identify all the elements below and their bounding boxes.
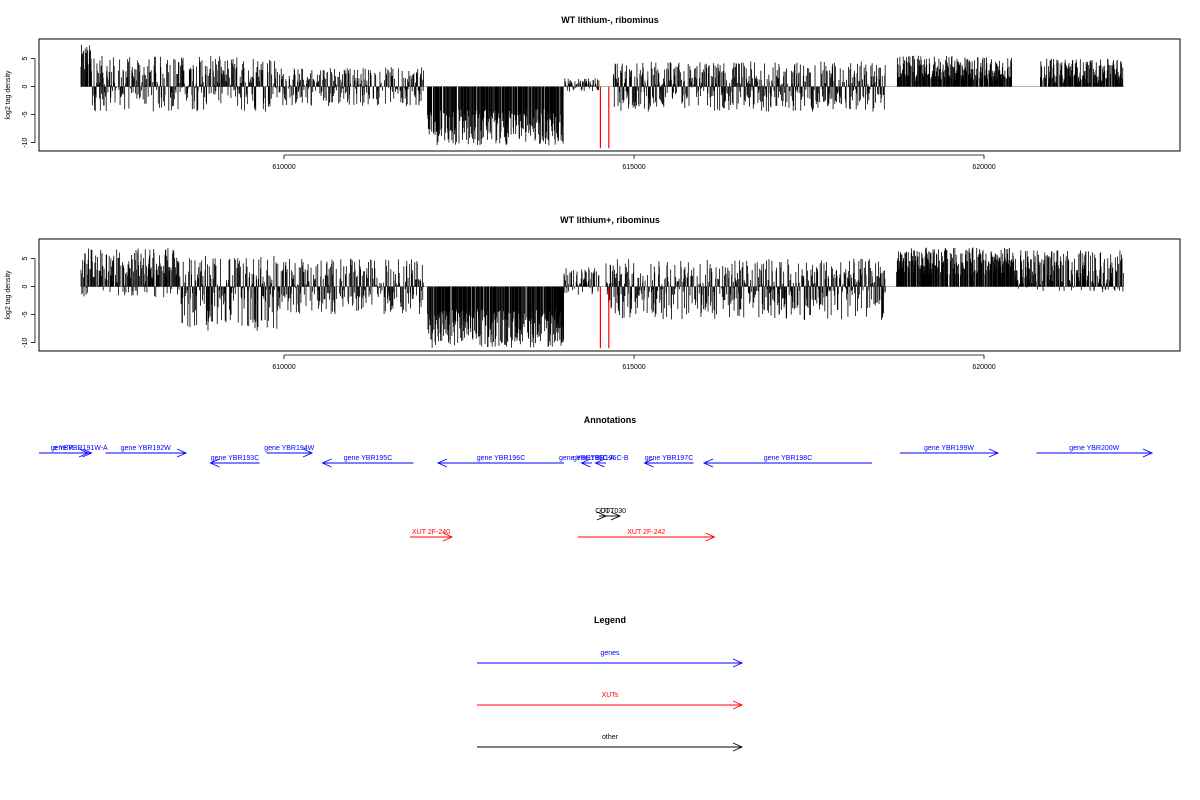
x-tick-label: 620000 [972, 364, 995, 371]
x-tick-label: 610000 [272, 364, 295, 371]
xut-arrow: XUT 2F-240 [410, 529, 454, 542]
xut-arrows: XUT 2F-240 XUT 2F-242 [410, 529, 716, 542]
gene-arrow: gene YBR192W [105, 445, 188, 458]
marker-group [599, 86, 610, 149]
track-panel-lithium-plus: WT lithium+, ribominus log2 tag density … [5, 215, 1181, 371]
arrow-head [176, 448, 188, 458]
arrow-head [302, 448, 314, 458]
legend-item-other: other [477, 734, 744, 752]
gene-arrow: gene YBR196C-B [573, 455, 629, 468]
legend-label: genes [600, 650, 620, 657]
arrow-head [610, 511, 622, 521]
arrow-head [705, 532, 716, 542]
marker-group [599, 286, 610, 349]
legend-item-xuts: XUTs [477, 692, 744, 710]
annotation-label: XUT 2F-240 [412, 529, 450, 536]
xut-arrow: XUT 2F-242 [578, 529, 716, 542]
y-tick-label: -10 [22, 337, 29, 347]
annotation-label: gene YBR197C [645, 455, 694, 462]
arrow-head [988, 448, 1000, 458]
legend: Legend genes XUTs other [477, 615, 744, 752]
annotation-label: gene YBR196C [477, 455, 526, 462]
bar-group [80, 247, 1124, 348]
gene-arrow: gene YBR200W [1036, 445, 1154, 458]
legend-title: Legend [594, 615, 626, 625]
arrow-head [82, 448, 93, 458]
plot-frame [38, 38, 1181, 152]
annotation-label: gene YBR198C [764, 455, 813, 462]
arrow-head [209, 458, 220, 468]
annotation-label: gene YBR191W-A [51, 445, 108, 452]
x-tick-label: 610000 [272, 164, 295, 171]
x-tick-label: 615000 [622, 164, 645, 171]
annotation-label: gene YBR192W [121, 445, 171, 452]
annotation-label: CUT030 [600, 508, 626, 515]
arrow-head [321, 458, 332, 468]
y-axis: -10 -5 0 5 [22, 57, 36, 148]
gene-arrow: gene YBR193C [209, 455, 260, 468]
gene-arrow: gene YBR195C [321, 455, 414, 468]
y-tick-label: 5 [22, 257, 29, 261]
gene-arrow: gene YBR194W [264, 445, 315, 458]
bar-group [80, 44, 1124, 146]
annotation-label: gene YBR195C [344, 455, 393, 462]
annotation-label: gene YBR193C [211, 455, 260, 462]
y-tick-label: -5 [22, 311, 29, 317]
y-axis-label: log2 tag density [5, 270, 12, 320]
legend-items: genes XUTs other [477, 650, 744, 752]
plot-frame [38, 238, 1181, 352]
arrow-head [580, 458, 591, 468]
annotations-title: Annotations [584, 415, 637, 425]
arrow-head [442, 532, 454, 542]
annotation-label: gene YBR196C-A [559, 455, 615, 462]
y-tick-label: -5 [22, 111, 29, 117]
legend-arrow-head [732, 742, 744, 752]
other-arrow: CUT030 [600, 508, 626, 521]
y-tick-label: -10 [22, 137, 29, 147]
legend-label: other [602, 734, 619, 741]
x-axis: 610000 615000 620000 [272, 354, 996, 371]
gene-arrow: gene YBR196C [436, 455, 564, 468]
y-axis-label: log2 tag density [5, 70, 12, 120]
track-panel-lithium-minus: WT lithium-, ribominus log2 tag density … [5, 15, 1181, 171]
arrow-head [702, 458, 714, 468]
y-tick-label: 0 [22, 85, 29, 89]
gene-arrow: gene YBR198C [702, 455, 872, 468]
annotation-label: gene YBR196C-B [573, 455, 629, 462]
gene-arrow: gene YBR191W-A [51, 445, 108, 458]
annotation-label: gene YBR194W [264, 445, 314, 452]
x-tick-label: 615000 [622, 364, 645, 371]
legend-arrow-head [732, 700, 744, 710]
legend-item-genes: genes [477, 650, 744, 668]
arrow-head [594, 458, 605, 468]
gene-arrow: gene YBR197C [643, 455, 694, 468]
annotation-label: XUT 2F-242 [627, 529, 665, 536]
panel-title: WT lithium+, ribominus [560, 215, 660, 225]
y-tick-label: 0 [22, 285, 29, 289]
annotation-label: e YBR [53, 445, 73, 452]
arrow-head [436, 458, 448, 468]
legend-label: XUTs [602, 692, 619, 699]
annotation-label: gene YBR200W [1069, 445, 1119, 452]
legend-arrow-head [732, 658, 744, 668]
panel-title: WT lithium-, ribominus [561, 15, 659, 25]
annotation-label: CUT [595, 508, 610, 515]
annotation-label: gene YBR199W [924, 445, 974, 452]
arrow-head [643, 458, 654, 468]
y-tick-label: 5 [22, 57, 29, 61]
gene-arrow: gene YBR196C-A [559, 455, 615, 468]
x-tick-label: 620000 [972, 164, 995, 171]
y-axis: -10 -5 0 5 [22, 257, 36, 348]
gene-arrow: gene YBR199W [900, 445, 1000, 458]
arrow-head [1142, 448, 1154, 458]
x-axis: 610000 615000 620000 [272, 154, 996, 171]
